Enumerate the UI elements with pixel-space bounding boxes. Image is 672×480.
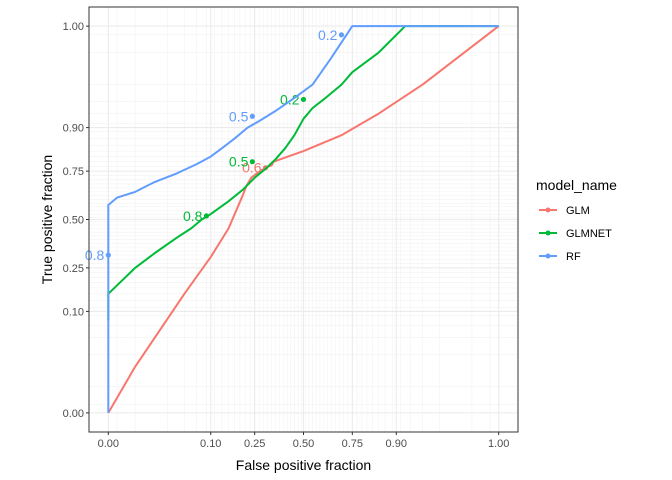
x-tick-label: 0.50 — [293, 438, 314, 450]
y-tick-label: 0.00 — [63, 408, 84, 420]
series-rf: 0.8 0.5 0.2 — [85, 25, 499, 413]
cutoff-point — [300, 96, 307, 103]
y-tick-label: 0.90 — [63, 123, 84, 135]
cutoff-point — [338, 32, 345, 38]
legend-label: RF — [566, 251, 581, 263]
legend-title: model_name — [536, 177, 617, 193]
cutoff-point — [203, 213, 210, 219]
legend-key-point — [545, 253, 551, 259]
legend: model_name GLM GLMNET RF — [536, 177, 617, 263]
roc-line-glmnet — [107, 25, 499, 321]
cutoff-label: 0.5 — [229, 154, 249, 170]
y-axis-title: True positive fraction — [39, 155, 55, 284]
x-axis-title: False positive fraction — [236, 457, 371, 473]
cutoff-label: 0.5 — [229, 108, 249, 124]
roc-line-glm — [107, 25, 500, 414]
y-tick-label: 0.75 — [63, 166, 84, 178]
cutoff-point — [249, 159, 255, 165]
y-tick-label: 0.50 — [63, 215, 84, 227]
x-tick-label: 0.90 — [386, 438, 407, 450]
cutoff-label: 0.6 — [242, 160, 262, 176]
legend-key-point — [545, 230, 551, 236]
x-axis-ticks: 0.00 0.10 0.25 0.50 0.75 0.90 1.00 — [98, 432, 509, 450]
x-tick-label: 0.10 — [200, 438, 221, 450]
y-tick-label: 1.00 — [63, 21, 84, 33]
legend-key-glmnet — [539, 230, 557, 236]
y-tick-label: 0.25 — [63, 263, 84, 275]
roc-line-rf — [107, 25, 499, 413]
legend-key-point — [545, 207, 551, 213]
cutoff-point — [249, 113, 255, 119]
cutoff-point — [105, 252, 111, 258]
legend-key-rf — [539, 253, 557, 259]
legend-label: GLMNET — [566, 228, 612, 240]
x-tick-label: 0.00 — [98, 438, 119, 450]
cutoff-label: 0.2 — [318, 27, 338, 43]
x-tick-label: 0.75 — [342, 438, 363, 450]
cutoff-label: 0.8 — [183, 208, 203, 224]
series-glmnet: 0.8 0.5 0.2 — [107, 25, 499, 321]
x-tick-label: 0.25 — [244, 438, 265, 450]
series-layer: 0.60.80.50.20.80.50.2 — [85, 25, 500, 414]
cutoff-label: 0.8 — [85, 247, 105, 263]
x-tick-label: 1.00 — [488, 438, 509, 450]
legend-label: GLM — [566, 205, 590, 217]
y-tick-label: 0.10 — [63, 306, 84, 318]
legend-key-glm — [539, 207, 557, 213]
y-axis-ticks: 0.00 0.10 0.25 0.50 0.75 0.90 1.00 — [63, 21, 89, 420]
